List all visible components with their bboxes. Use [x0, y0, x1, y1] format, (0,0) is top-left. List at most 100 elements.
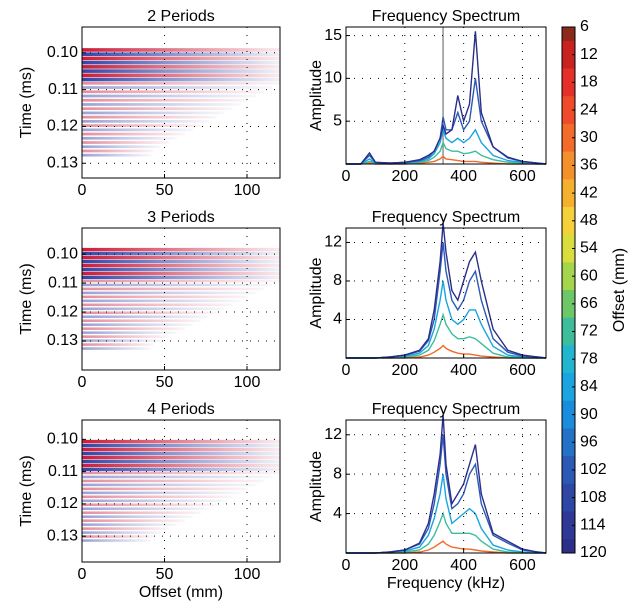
spectrum-line	[346, 280, 546, 359]
wave-stripe	[82, 267, 280, 272]
colorbar-segment	[562, 234, 575, 263]
colorbar-segment	[562, 262, 575, 291]
colorbar-segment	[562, 539, 575, 554]
colorbar-tick-label: 84	[580, 378, 598, 395]
wave-stripe	[82, 52, 280, 56]
y-tick-label: 12	[324, 234, 342, 251]
y-tick-label: 0.11	[48, 81, 78, 98]
wave-stripe	[82, 48, 280, 52]
x-tick-label: 50	[156, 566, 174, 583]
chart-title: 2 Periods	[147, 8, 215, 25]
spectrum-line	[346, 140, 546, 165]
y-axis-label: Time (ms)	[18, 455, 35, 526]
chart-title: Frequency Spectrum	[372, 401, 521, 418]
spectrum-line	[346, 78, 547, 165]
wavefield-image	[82, 439, 280, 542]
x-tick-label: 600	[509, 362, 536, 379]
x-axis-label: Offset (mm)	[139, 584, 223, 601]
axes-frame	[81, 26, 281, 179]
spectrum-line	[346, 474, 546, 554]
colorbar-tick-label: 78	[580, 350, 598, 367]
y-tick-label: 10	[324, 70, 342, 87]
y-axis-label: Amplitude	[308, 451, 325, 522]
wave-stripe	[82, 519, 185, 522]
wave-stripe	[82, 307, 225, 311]
wave-stripe	[82, 331, 178, 334]
wave-stripe	[82, 73, 280, 78]
colorbar-segment	[562, 290, 575, 319]
x-tick-label: 200	[391, 557, 418, 574]
wave-stripe	[82, 115, 217, 119]
axes-frame	[345, 26, 547, 165]
wave-stripe	[82, 523, 178, 526]
wave-stripe	[82, 347, 152, 350]
wave-stripe	[82, 149, 154, 153]
y-tick-label: 4	[333, 505, 342, 522]
x-tick-label: 100	[234, 566, 261, 583]
wave-stripe	[82, 343, 154, 346]
chart-title: 3 Periods	[147, 209, 215, 226]
wave-stripe	[82, 124, 201, 127]
wave-stripe	[82, 153, 152, 157]
y-tick-label: 0.12	[47, 303, 78, 320]
y-tick-label: 0.10	[47, 44, 78, 61]
spectrum-line	[346, 312, 546, 359]
colorbar-segment	[562, 483, 575, 512]
x-tick-label: 200	[391, 362, 418, 379]
colorbar-segment	[562, 179, 575, 208]
x-axis-label: Frequency (kHz)	[387, 575, 505, 592]
y-tick-label: 0.12	[47, 118, 78, 135]
x-tick-label: 0	[78, 566, 87, 583]
chart-title: 4 Periods	[147, 401, 215, 418]
y-tick-label: 0.11	[48, 274, 78, 291]
wave-stripe	[82, 311, 217, 315]
y-tick-label: 12	[324, 426, 342, 443]
wave-stripe	[82, 128, 193, 132]
wave-stripe	[82, 295, 249, 299]
wavefield-image	[82, 247, 280, 350]
wave-stripe	[82, 339, 162, 342]
x-tick-label: 50	[156, 374, 174, 391]
y-axis-label: Time (ms)	[18, 67, 35, 138]
colorbar-segment	[562, 317, 575, 346]
wave-stripe	[82, 535, 154, 538]
wave-stripe	[82, 275, 280, 280]
colorbar-segment	[562, 373, 575, 402]
y-tick-label: 15	[324, 27, 342, 44]
wave-stripe	[82, 495, 233, 499]
chart-title: Frequency Spectrum	[372, 209, 521, 226]
wave-stripe	[82, 479, 265, 483]
wave-stripe	[82, 145, 162, 149]
spectrum-line	[346, 415, 547, 554]
wave-stripe	[82, 141, 170, 144]
wave-stripe	[82, 491, 241, 495]
wave-stripe	[82, 111, 225, 115]
y-tick-label: 0.11	[48, 463, 78, 480]
wavefield-image	[82, 48, 280, 157]
wave-stripe	[82, 303, 233, 307]
wave-stripe	[82, 56, 280, 61]
y-axis-label: Time (ms)	[18, 263, 35, 334]
x-tick-label: 0	[78, 374, 87, 391]
x-tick-label: 0	[342, 168, 351, 185]
colorbar-tick-label: 42	[580, 184, 598, 201]
colorbar-tick-label: 120	[580, 544, 607, 561]
colorbar-tick-label: 66	[580, 295, 598, 312]
colorbar-segment	[562, 123, 575, 153]
wave-stripe	[82, 94, 257, 98]
y-tick-label: 0.10	[47, 431, 78, 448]
colorbar-segment	[562, 345, 575, 374]
colorbar-segment	[562, 456, 575, 485]
colorbar-segment	[562, 96, 575, 125]
wave-stripe	[82, 459, 280, 464]
y-axis-label: Amplitude	[308, 60, 325, 131]
wave-stripe	[82, 98, 249, 102]
colorbar-tick-label: 60	[580, 267, 598, 284]
wave-stripe	[82, 81, 280, 85]
wave-stripe	[82, 279, 280, 283]
axes-frame	[345, 419, 547, 554]
x-tick-label: 50	[156, 182, 174, 199]
x-tick-label: 600	[509, 557, 536, 574]
wave-stripe	[82, 291, 257, 295]
